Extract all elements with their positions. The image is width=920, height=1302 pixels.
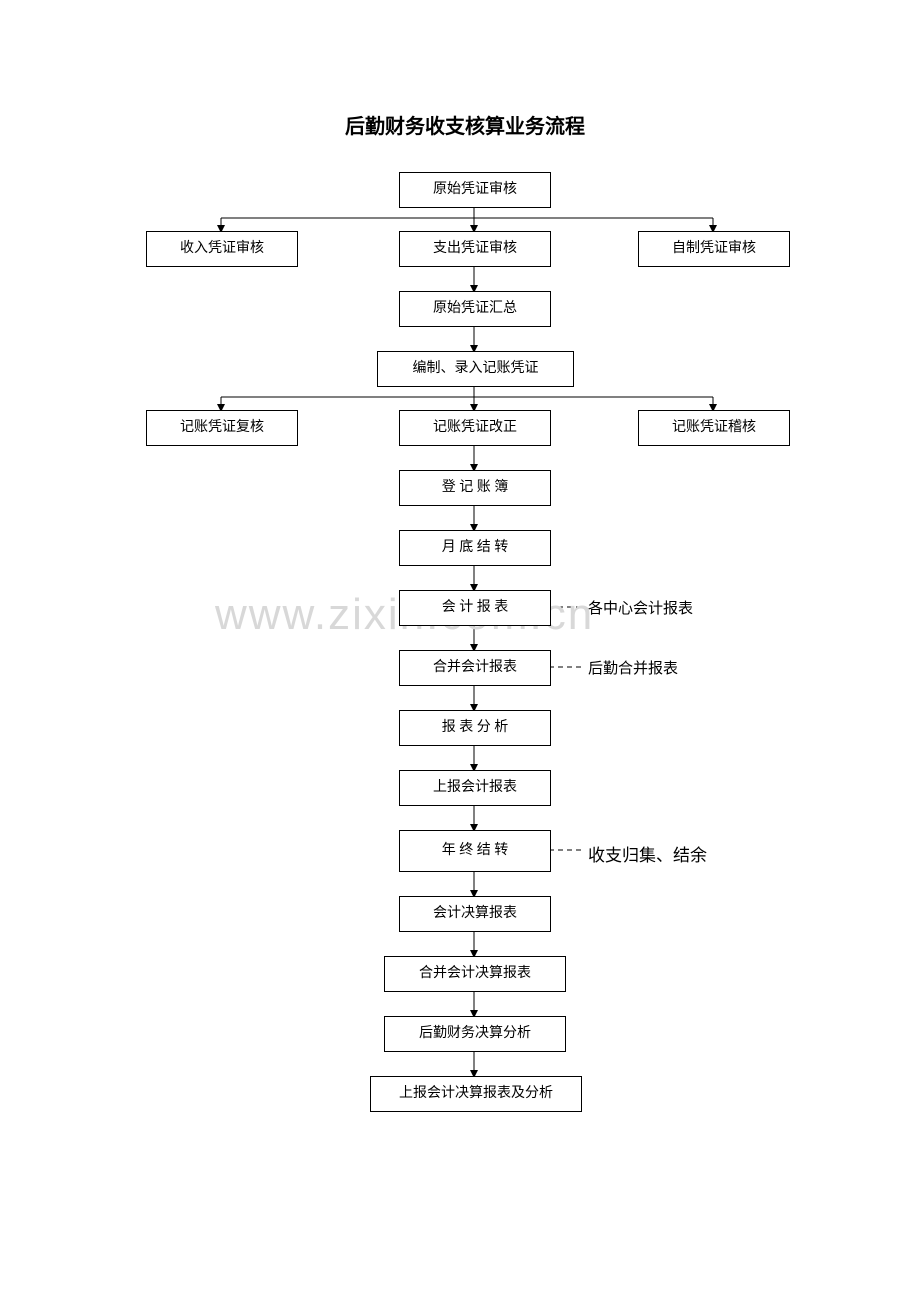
flowchart-node: 上报会计决算报表及分析 [370,1076,582,1112]
flowchart-node: 收入凭证审核 [146,231,298,267]
flowchart-node: 报 表 分 析 [399,710,551,746]
flowchart-node: 合并会计报表 [399,650,551,686]
flowchart-node: 登 记 账 簿 [399,470,551,506]
flowchart-node: 记账凭证稽核 [638,410,790,446]
flowchart-node: 会计决算报表 [399,896,551,932]
flowchart-node: 月 底 结 转 [399,530,551,566]
flowchart-node: 原始凭证汇总 [399,291,551,327]
flowchart-node: 上报会计报表 [399,770,551,806]
flowchart-node: 编制、录入记账凭证 [377,351,574,387]
flowchart-node: 后勤财务决算分析 [384,1016,566,1052]
side-annotation: 后勤合并报表 [588,657,678,678]
flowchart-node: 记账凭证改正 [399,410,551,446]
flowchart-node: 年 终 结 转 [399,830,551,872]
side-annotation: 各中心会计报表 [588,597,693,618]
flowchart-node: 原始凭证审核 [399,172,551,208]
page-title: 后勤财务收支核算业务流程 [345,110,585,139]
side-annotation: 收支归集、结余 [588,841,707,866]
flowchart-node: 支出凭证审核 [399,231,551,267]
flowchart-node: 合并会计决算报表 [384,956,566,992]
flowchart-node: 会 计 报 表 [399,590,551,626]
flowchart-node: 自制凭证审核 [638,231,790,267]
flowchart-node: 记账凭证复核 [146,410,298,446]
